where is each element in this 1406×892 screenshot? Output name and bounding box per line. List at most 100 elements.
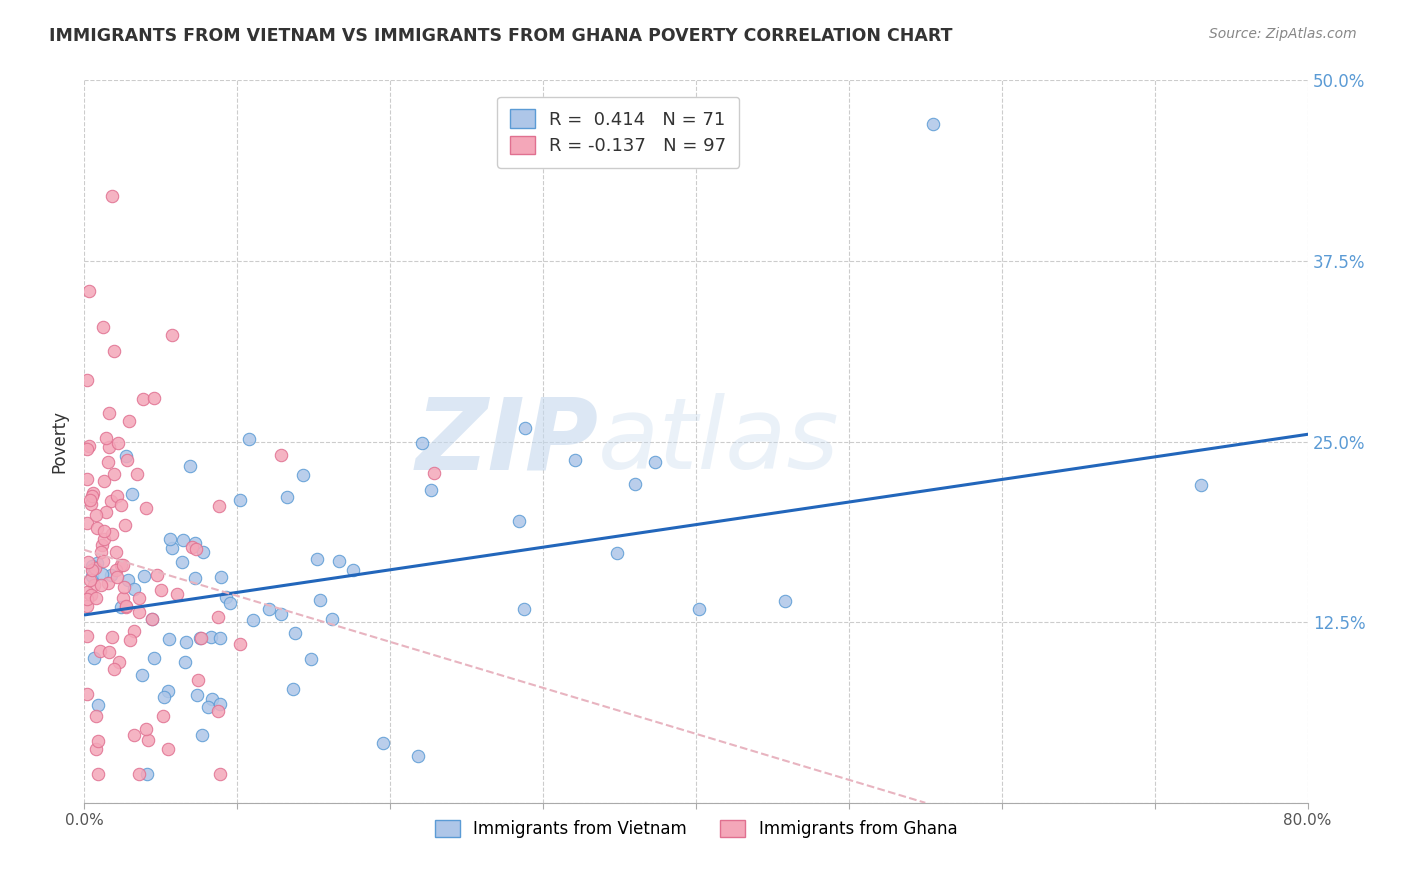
Point <box>132 569 155 583</box>
Point <box>80 490 103 504</box>
Point <box>90 578 112 592</box>
Point <box>773 594 796 608</box>
Point <box>80 497 103 511</box>
Point <box>98 406 121 420</box>
Point <box>104 563 127 577</box>
Point <box>207 610 229 624</box>
Point <box>114 600 136 615</box>
Point <box>76 585 98 599</box>
Point <box>90 545 112 559</box>
Point <box>110 599 132 614</box>
Point <box>135 767 157 781</box>
Point <box>242 613 264 627</box>
Point <box>100 568 122 582</box>
Point <box>98 440 121 454</box>
Point <box>86 521 108 535</box>
Point <box>86 556 108 570</box>
Point <box>76 471 98 485</box>
Point <box>371 736 394 750</box>
Point <box>321 612 343 626</box>
Point <box>174 655 197 669</box>
Point <box>184 541 207 556</box>
Point <box>105 570 128 584</box>
Point <box>564 452 586 467</box>
Point <box>257 601 280 615</box>
Point <box>187 673 209 687</box>
Point <box>276 490 298 504</box>
Point <box>209 767 232 781</box>
Point <box>131 667 153 681</box>
Point <box>93 320 115 334</box>
Point <box>86 733 108 747</box>
Point <box>111 591 134 605</box>
Point <box>229 493 252 508</box>
Point <box>342 563 364 577</box>
Point <box>114 599 136 614</box>
Point <box>180 540 202 554</box>
Point <box>86 591 108 606</box>
Point <box>299 652 322 666</box>
Point <box>83 578 105 592</box>
Text: Source: ZipAtlas.com: Source: ZipAtlas.com <box>1209 27 1357 41</box>
Point <box>86 708 108 723</box>
Point <box>79 588 101 602</box>
Point <box>103 467 125 481</box>
Point <box>84 508 107 523</box>
Point <box>97 645 120 659</box>
Point <box>207 704 229 718</box>
Point <box>515 421 537 435</box>
Point <box>115 450 138 464</box>
Point <box>107 656 129 670</box>
Point <box>136 732 159 747</box>
Point <box>79 492 101 507</box>
Point <box>122 624 145 639</box>
Text: atlas: atlas <box>598 393 839 490</box>
Point <box>103 344 125 359</box>
Point <box>118 414 141 428</box>
Point <box>76 442 98 457</box>
Point <box>101 630 124 644</box>
Point <box>228 637 250 651</box>
Point <box>157 632 180 647</box>
Point <box>142 651 165 665</box>
Point <box>132 392 155 407</box>
Point <box>114 517 136 532</box>
Point <box>83 651 105 665</box>
Point <box>90 539 112 553</box>
Point <box>77 555 100 569</box>
Point <box>91 566 114 581</box>
Point <box>80 563 103 577</box>
Point <box>124 728 146 742</box>
Point <box>172 555 194 569</box>
Point <box>152 708 174 723</box>
Point <box>76 373 98 387</box>
Point <box>197 700 219 714</box>
Point <box>200 630 222 644</box>
Point <box>112 558 135 572</box>
Point <box>94 431 117 445</box>
Point <box>281 682 304 697</box>
Point <box>193 545 215 559</box>
Point <box>84 561 107 575</box>
Text: IMMIGRANTS FROM VIETNAM VS IMMIGRANTS FROM GHANA POVERTY CORRELATION CHART: IMMIGRANTS FROM VIETNAM VS IMMIGRANTS FR… <box>49 27 953 45</box>
Point <box>76 629 98 643</box>
Point <box>156 683 179 698</box>
Point <box>100 494 122 508</box>
Point <box>184 536 207 550</box>
Point <box>76 516 98 531</box>
Point <box>89 644 111 658</box>
Point <box>419 483 441 498</box>
Point <box>606 546 628 560</box>
Point <box>97 455 120 469</box>
Point <box>128 605 150 619</box>
Point <box>176 635 198 649</box>
Point <box>118 633 141 648</box>
Point <box>307 551 329 566</box>
Point <box>172 533 194 548</box>
Point <box>93 524 115 538</box>
Point <box>406 748 429 763</box>
Point <box>128 591 150 605</box>
Point <box>215 591 238 605</box>
Point <box>93 474 115 488</box>
Point <box>688 601 710 615</box>
